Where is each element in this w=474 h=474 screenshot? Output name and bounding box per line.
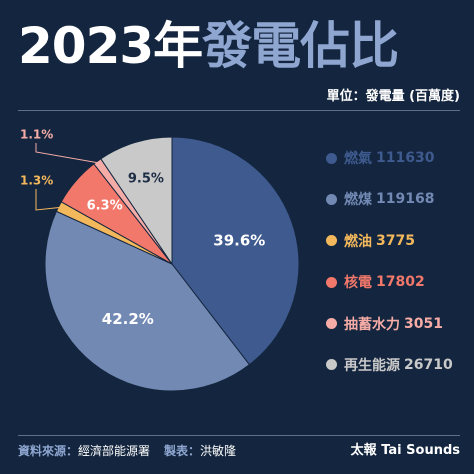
legend-dot [326,152,337,164]
legend-name: 抽蓄水力 [344,316,400,333]
leader-line-pumped-hydro [35,143,99,164]
legend-value: 26710 [404,356,453,373]
data-label-coal: 42.2% [102,310,154,328]
title-year: 2023年 [18,17,203,75]
legend-value: 3775 [376,232,415,249]
data-label-renewable: 9.5% [128,172,164,187]
brand-logo: 太報 Tai Sounds [350,443,460,458]
legend-item-oil: 燃油 3775 [326,231,453,251]
data-label-gas: 39.6% [213,232,265,250]
data-label-nuclear: 6.3% [87,199,123,214]
footer: 資料來源：經濟部能源署 製表：洪敏隆 太報 Tai Sounds [18,435,460,462]
legend-name: 核電 [344,275,372,292]
maker-value: 洪敏隆 [200,444,237,458]
pie-slice-gas [171,136,300,366]
legend-name: 燃氣 [344,151,372,167]
unit-label: 單位：發電量 (百萬度) [18,86,460,111]
legend-item-renewable: 再生能源 26710 [326,355,453,375]
legend-value: 111630 [376,150,435,166]
data-label-oil: 1.3% [20,174,53,188]
legend-item-coal: 燃煤 119168 [326,189,453,209]
title-subject: 發電佔比 [202,17,399,75]
legend-dot [326,193,337,205]
legend-dot [326,359,337,371]
legend-item-pumped-hydro: 抽蓄水力 3051 [326,314,453,334]
legend-dot [326,276,337,288]
legend-item-nuclear: 核電 17802 [326,272,453,292]
legend-dot [326,318,337,330]
legend-value: 3051 [404,315,443,332]
legend-item-gas: 燃氣 111630 [326,148,453,168]
maker-label: 製表： [164,444,201,458]
legend-name: 燃油 [344,233,372,250]
chart-legend: 燃氣 111630 燃煤 119168 燃油 3775 核電 17802 抽蓄水力 3051 再生能… [326,148,453,396]
legend-dot [326,235,337,247]
legend-name: 再生能源 [344,357,400,374]
leader-line-oil [35,189,61,211]
source-value: 經濟部能源署 [78,444,151,458]
page-title: 2023年發電佔比 [18,12,399,80]
pie-slice-coal [44,210,251,392]
legend-name: 燃煤 [344,192,372,209]
legend-value: 17802 [376,274,425,291]
pie-slice-renewable [100,136,173,266]
legend-value: 119168 [376,191,435,208]
data-label-pumped-hydro: 1.1% [20,128,53,142]
source-label: 資料來源： [18,444,79,458]
